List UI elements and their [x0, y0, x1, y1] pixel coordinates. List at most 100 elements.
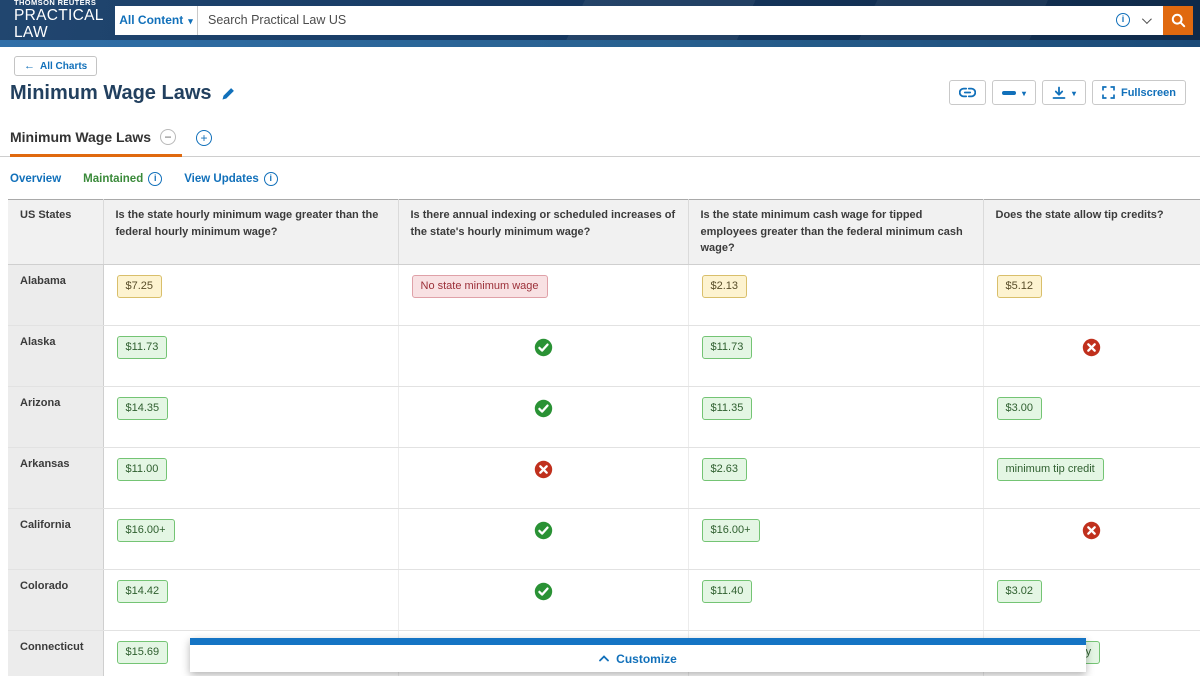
- column-header: Does the state allow tip credits?: [983, 200, 1200, 265]
- all-charts-back-button[interactable]: All Charts: [14, 56, 97, 76]
- answer-cell: [398, 447, 688, 508]
- brand-practical-law: PRACTICAL LAW: [14, 7, 110, 40]
- value-badge[interactable]: $2.63: [702, 458, 748, 481]
- maintained-info-icon[interactable]: [148, 172, 162, 186]
- check-icon: [534, 344, 553, 361]
- fullscreen-label: Fullscreen: [1121, 87, 1176, 99]
- annotate-dropdown-button[interactable]: [992, 80, 1036, 105]
- search-bar: All Content: [115, 6, 1193, 35]
- customize-toggle[interactable]: Customize: [190, 645, 1086, 672]
- search-history-chevron-icon[interactable]: [1142, 14, 1152, 24]
- copy-link-button[interactable]: [949, 80, 986, 105]
- value-badge[interactable]: $16.00+: [117, 519, 175, 542]
- answer-cell: $5.12: [983, 264, 1200, 325]
- state-label: Arkansas: [8, 447, 103, 508]
- answer-cell: [398, 386, 688, 447]
- view-updates-link[interactable]: View Updates: [184, 172, 278, 186]
- search-button[interactable]: [1163, 6, 1193, 35]
- header-row: US StatesIs the state hourly minimum wag…: [8, 200, 1200, 265]
- value-badge[interactable]: $5.12: [997, 275, 1043, 298]
- add-tab-icon[interactable]: [196, 130, 212, 146]
- state-label: Connecticut: [8, 630, 103, 676]
- column-header: Is the state minimum cash wage for tippe…: [688, 200, 983, 265]
- tab-label: Minimum Wage Laws: [10, 129, 151, 145]
- value-badge[interactable]: $15.69: [117, 641, 169, 664]
- value-badge[interactable]: $3.02: [997, 580, 1043, 603]
- check-icon: [534, 405, 553, 422]
- answer-cell: $7.25: [103, 264, 398, 325]
- column-header: Is there annual indexing or scheduled in…: [398, 200, 688, 265]
- value-badge[interactable]: $11.40: [702, 580, 753, 603]
- fullscreen-button[interactable]: Fullscreen: [1092, 80, 1186, 105]
- chevron-down-icon: [1072, 87, 1076, 99]
- download-dropdown-button[interactable]: [1042, 80, 1086, 105]
- value-badge[interactable]: $11.73: [117, 336, 168, 359]
- value-badge[interactable]: $11.73: [702, 336, 753, 359]
- check-icon: [534, 588, 553, 605]
- value-badge[interactable]: minimum tip credit: [997, 458, 1104, 481]
- table-row: Arkansas $11.00 $2.63 minimum tip credit: [8, 447, 1200, 508]
- table-row: Colorado $14.42 $11.40 $3.02: [8, 569, 1200, 630]
- state-label: Colorado: [8, 569, 103, 630]
- answer-cell: $11.73: [103, 325, 398, 386]
- answer-cell: $11.00: [103, 447, 398, 508]
- search-info-icon[interactable]: [1116, 13, 1130, 27]
- practical-law-logo[interactable]: THOMSON REUTERS PRACTICAL LAW: [14, 0, 110, 40]
- value-badge[interactable]: $7.25: [117, 275, 163, 298]
- answer-cell: $14.42: [103, 569, 398, 630]
- answer-cell: $16.00+: [688, 508, 983, 569]
- value-badge[interactable]: No state minimum wage: [412, 275, 548, 298]
- dash-icon: [1002, 91, 1016, 95]
- state-label: Alaska: [8, 325, 103, 386]
- brand-thomson-reuters: THOMSON REUTERS: [14, 0, 110, 7]
- value-badge[interactable]: $16.00+: [702, 519, 760, 542]
- value-badge[interactable]: $3.00: [997, 397, 1043, 420]
- value-badge[interactable]: $14.35: [117, 397, 169, 420]
- remove-tab-icon[interactable]: [160, 129, 176, 145]
- view-updates-info-icon[interactable]: [264, 172, 278, 186]
- table-row: Alabama $7.25 No state minimum wage $2.13 $5…: [8, 264, 1200, 325]
- answer-cell: [398, 325, 688, 386]
- edit-title-button[interactable]: [221, 86, 236, 101]
- chart-toolbar: Fullscreen: [943, 80, 1186, 105]
- answer-cell: $11.40: [688, 569, 983, 630]
- answer-cell: [398, 569, 688, 630]
- answer-cell: $3.02: [983, 569, 1200, 630]
- value-badge[interactable]: $11.35: [702, 397, 753, 420]
- chart-page: All Charts Minimum Wage Laws: [0, 47, 1200, 676]
- tabbar: Minimum Wage Laws: [0, 129, 1200, 157]
- value-badge[interactable]: $2.13: [702, 275, 748, 298]
- answer-cell: $2.63: [688, 447, 983, 508]
- value-badge[interactable]: $14.42: [117, 580, 169, 603]
- answer-cell: $3.00: [983, 386, 1200, 447]
- chevron-down-icon: [188, 13, 193, 27]
- state-label: Arizona: [8, 386, 103, 447]
- chevron-down-icon: [1022, 87, 1026, 99]
- search-input[interactable]: [198, 6, 1116, 35]
- column-header: US States: [8, 200, 103, 265]
- cross-icon: [1082, 344, 1101, 361]
- customize-accent-bar: [190, 638, 1086, 645]
- pencil-icon: [221, 86, 236, 101]
- value-badge[interactable]: $11.00: [117, 458, 168, 481]
- tab-minimum-wage-laws[interactable]: Minimum Wage Laws: [10, 129, 182, 157]
- cross-icon: [1082, 527, 1101, 544]
- state-label: Alabama: [8, 264, 103, 325]
- answer-cell: $11.73: [688, 325, 983, 386]
- magnifier-icon: [1171, 13, 1186, 28]
- table-row: Arizona $14.35 $11.35 $3.00: [8, 386, 1200, 447]
- table-row: Alaska $11.73 $11.73: [8, 325, 1200, 386]
- chart-table: US StatesIs the state hourly minimum wag…: [8, 199, 1200, 676]
- maintained-link[interactable]: Maintained: [83, 172, 162, 186]
- customize-panel[interactable]: Customize: [190, 638, 1086, 672]
- all-content-dropdown[interactable]: All Content: [115, 6, 198, 35]
- answer-cell: $14.35: [103, 386, 398, 447]
- all-content-label: All Content: [119, 13, 183, 27]
- all-charts-label: All Charts: [40, 61, 87, 72]
- answer-cell: minimum tip credit: [983, 447, 1200, 508]
- overview-link[interactable]: Overview: [10, 173, 61, 185]
- subnav: Overview Maintained View Updates: [10, 170, 1200, 187]
- fullscreen-icon: [1102, 86, 1115, 99]
- page-title: Minimum Wage Laws: [10, 82, 236, 105]
- app-header: THOMSON REUTERS PRACTICAL LAW All Conten…: [0, 0, 1200, 40]
